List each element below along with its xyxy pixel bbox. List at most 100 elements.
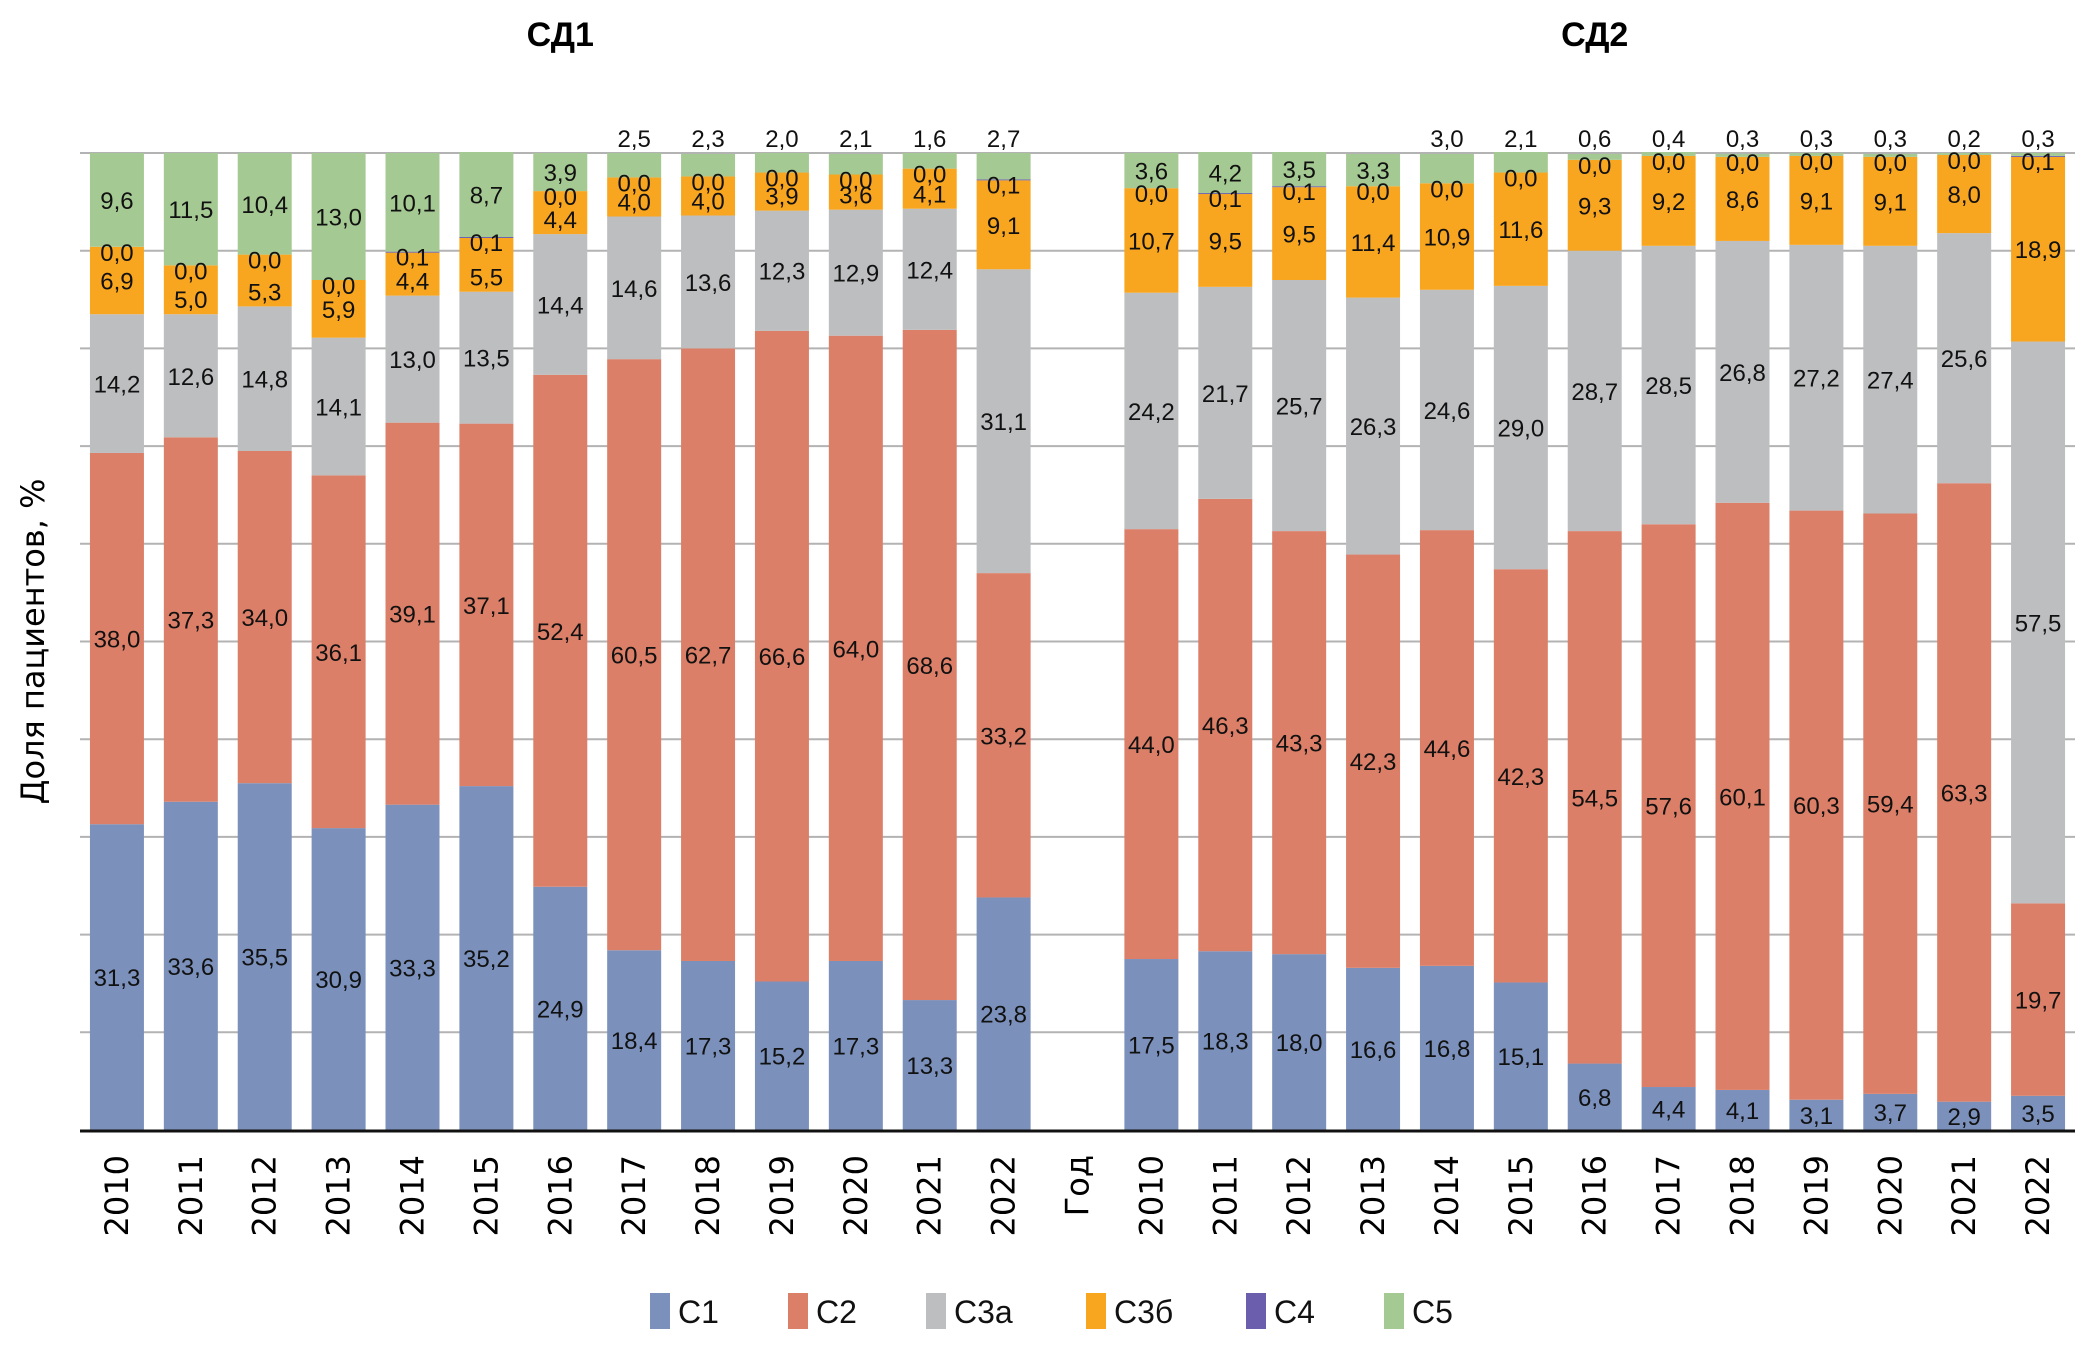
bar-segment-С1 [2011, 1095, 2066, 1130]
data-label: 0,0 [248, 248, 281, 275]
bar-segment-С1 [89, 824, 144, 1130]
data-label: 10,7 [1128, 228, 1175, 255]
x-tick-label: 2018 [1724, 1155, 1762, 1236]
data-label: 30,9 [315, 967, 362, 994]
bar-segment-С3б [1937, 154, 1992, 234]
data-label: 13,6 [685, 270, 732, 297]
data-label: 5,9 [322, 297, 355, 324]
bar-segment-С3а [1567, 250, 1622, 532]
bar-segment-С1 [237, 783, 292, 1130]
bar-segment-С2 [311, 475, 366, 829]
bar-segment-С5 [533, 153, 588, 192]
data-label: 28,7 [1571, 379, 1618, 406]
bar-segment-С3б [163, 265, 218, 315]
bar-segment-С5 [1124, 153, 1179, 189]
data-label: 14,8 [241, 367, 288, 394]
data-label: 14,2 [94, 372, 141, 399]
data-label: 4,0 [617, 190, 650, 217]
data-label: 0,1 [2021, 149, 2054, 176]
data-label: 36,1 [315, 640, 362, 667]
data-label: 1,6 [913, 126, 946, 153]
bar-segment-С1 [1346, 967, 1401, 1130]
data-label: 0,0 [691, 169, 724, 196]
data-label: 12,3 [759, 259, 806, 286]
data-label: 24,6 [1424, 398, 1471, 425]
panel-title: СД1 [527, 16, 594, 54]
bar-segment-С3б [459, 237, 514, 292]
bar-segment-С5 [1863, 153, 1918, 157]
x-tick-label: 2011 [1206, 1155, 1244, 1236]
bar-segment-С1 [681, 960, 736, 1130]
data-label: 62,7 [685, 643, 732, 670]
bar-segment-С3б [754, 172, 809, 211]
data-label: 33,2 [980, 723, 1027, 750]
bar-segment-С3б [976, 180, 1031, 270]
bar-segment-С3а [1937, 233, 1992, 484]
data-label: 0,0 [100, 240, 133, 267]
data-label: 0,4 [1652, 126, 1685, 153]
x-tick-label: 2018 [689, 1155, 727, 1236]
bar-segment-С5 [828, 153, 883, 175]
data-label: 15,2 [759, 1044, 806, 1071]
data-label: 43,3 [1276, 731, 1323, 758]
data-label: 4,1 [913, 182, 946, 209]
bar-segment-С1 [754, 981, 809, 1130]
x-tick-label: 2012 [246, 1155, 284, 1236]
panel-title: СД2 [1561, 16, 1628, 54]
data-label: 0,0 [1356, 179, 1389, 206]
bar-segment-С5 [2011, 153, 2066, 156]
data-label: 8,6 [1726, 187, 1759, 214]
data-label: 25,6 [1941, 346, 1988, 373]
data-label: 27,4 [1867, 368, 1914, 395]
bar-segment-С3а [828, 209, 883, 336]
bar-segment-С3б [1346, 186, 1401, 298]
bar-segment-С3б [1863, 156, 1918, 246]
bar-segment-С3б [2011, 156, 2066, 342]
bar-segment-С1 [1272, 954, 1327, 1130]
bar-segment-С1 [828, 960, 883, 1130]
bar-segment-С2 [1567, 531, 1622, 1064]
data-label: 3,6 [1135, 159, 1168, 186]
x-tick-label: 2014 [1428, 1155, 1466, 1236]
bar-segment-С3а [311, 337, 366, 476]
data-label: 0,0 [1874, 150, 1907, 177]
data-label: 0,6 [1578, 126, 1611, 153]
legend-swatch-С2 [788, 1293, 808, 1329]
y-axis-label: Доля пациентов, % [14, 479, 52, 805]
bar-segment-С3а [681, 215, 736, 349]
data-label: 12,9 [832, 261, 879, 288]
data-label: 19,7 [2015, 988, 2062, 1015]
data-label: 31,3 [94, 965, 141, 992]
data-label: 0,0 [322, 273, 355, 300]
data-label: 14,1 [315, 395, 362, 422]
data-label: 16,8 [1424, 1036, 1471, 1063]
bar-segment-С3а [163, 314, 218, 438]
bar-segment-С3б [1493, 172, 1548, 286]
data-label: 4,1 [1726, 1098, 1759, 1125]
data-label: 42,3 [1350, 749, 1397, 776]
data-label: 6,9 [100, 268, 133, 295]
data-label: 10,1 [389, 190, 436, 217]
bar-segment-С5 [607, 153, 662, 178]
x-tick-label: 2010 [1132, 1155, 1170, 1236]
data-label: 31,1 [980, 409, 1027, 436]
data-label: 12,6 [167, 364, 214, 391]
data-label: 44,6 [1424, 736, 1471, 763]
data-label: 3,7 [1874, 1100, 1907, 1127]
legend-label: С4 [1274, 1294, 1315, 1330]
data-label: 3,6 [839, 183, 872, 210]
bar-segment-С3а [2011, 341, 2066, 904]
bar-segment-С3а [1863, 245, 1918, 514]
bar-segment-С2 [1789, 510, 1844, 1100]
bar-segment-С3б [1124, 188, 1179, 293]
data-label: 0,0 [1430, 176, 1463, 203]
data-label: 3,0 [1430, 126, 1463, 153]
bar-segment-С4 [2011, 155, 2066, 157]
data-label: 0,1 [1209, 186, 1242, 213]
x-tick-label: 2017 [615, 1155, 653, 1236]
x-tick-label: 2019 [1797, 1155, 1835, 1236]
data-label: 21,7 [1202, 381, 1249, 408]
bar-segment-С3а [1272, 280, 1327, 532]
bar-segment-С5 [1493, 152, 1548, 173]
